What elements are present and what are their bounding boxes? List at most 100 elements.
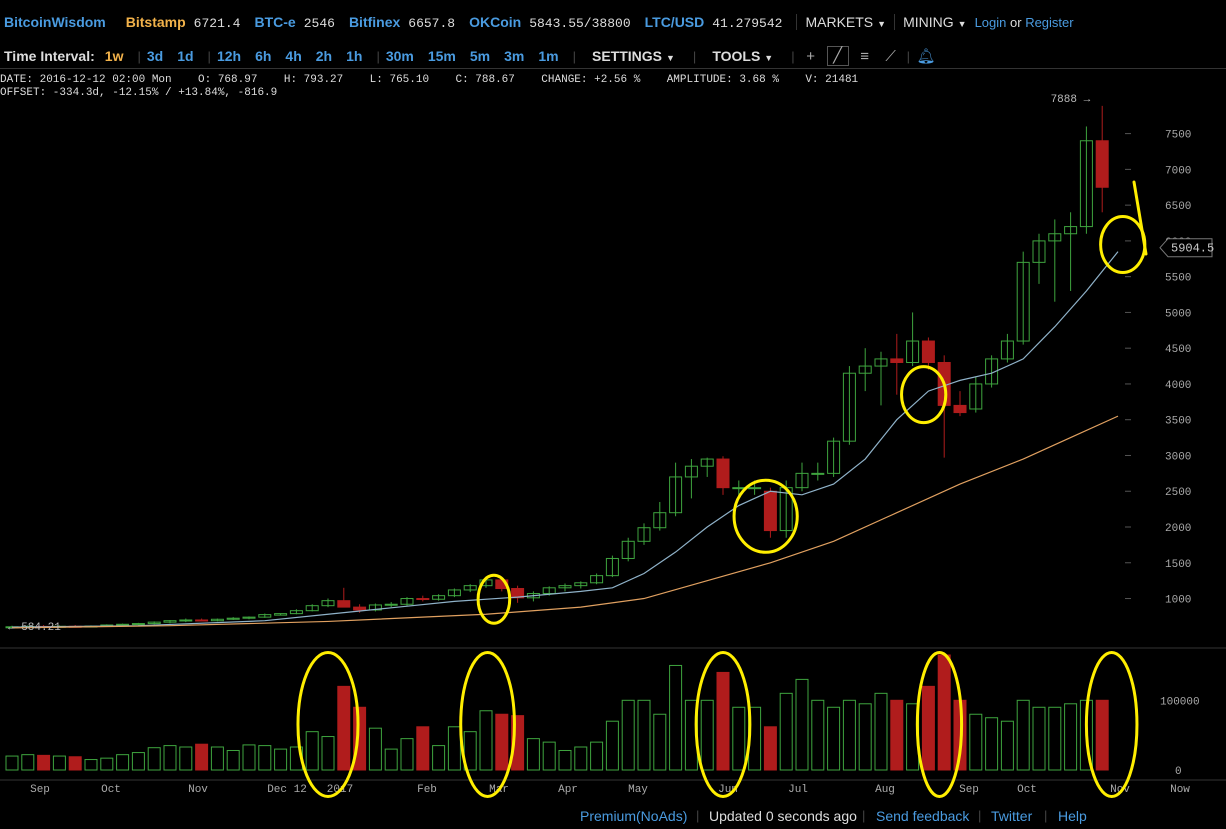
market-btce[interactable]: BTC-e 2546	[254, 14, 334, 31]
interval-1m[interactable]: 1m	[538, 48, 559, 64]
volume-bar	[384, 748, 398, 771]
interval-1w[interactable]: 1w	[104, 48, 124, 64]
crosshair-icon[interactable]: +	[806, 47, 815, 65]
interval-2h[interactable]: 2h	[315, 48, 333, 64]
candle-body	[653, 512, 667, 529]
premium-link[interactable]: Premium(NoAds)	[580, 808, 688, 824]
candle-body	[1032, 240, 1046, 263]
volume-bar	[858, 703, 872, 771]
tools-menu[interactable]: TOOLS ▼	[712, 48, 773, 64]
bell-icon[interactable]: 🔔︎	[916, 48, 936, 65]
market-ltcusd[interactable]: LTC/USD 41.279542	[645, 14, 783, 31]
ma-slow-line	[11, 415, 1119, 629]
interval-6h[interactable]: 6h	[255, 48, 272, 64]
candle-body	[637, 527, 651, 542]
price-tick-label: 5500	[1165, 273, 1191, 285]
candle-body	[416, 598, 430, 601]
candle-body	[763, 490, 777, 532]
candle-body	[400, 598, 414, 605]
candle-body	[353, 606, 367, 611]
price-tick-label: 2000	[1165, 523, 1191, 535]
volume-bar	[637, 699, 651, 771]
candle-body	[605, 557, 619, 577]
candle-body	[590, 575, 604, 584]
settings-menu[interactable]: SETTINGS ▼	[592, 48, 675, 64]
interval-1h[interactable]: 1h	[346, 48, 363, 64]
candle-body	[463, 585, 477, 591]
interval-1d[interactable]: 1d	[177, 48, 194, 64]
price-tick-label: 3500	[1165, 416, 1191, 428]
footer: Premium(NoAds) | Updated 0 seconds ago |…	[0, 804, 1226, 829]
time-axis-label: Now	[1170, 784, 1190, 796]
market-name: Bitstamp	[125, 13, 186, 30]
market-bitstamp[interactable]: Bitstamp 6721.4	[126, 14, 241, 31]
candle-body	[511, 588, 525, 599]
interval-4h[interactable]: 4h	[285, 48, 302, 64]
volume-bar	[447, 726, 461, 771]
price-chart[interactable]: 1000 1500 2000 2500 3000 3500 4000 4500 5000 5500…	[0, 0, 1226, 800]
candle-body	[716, 458, 730, 489]
annotation-ellipse	[732, 478, 799, 554]
price-tick-label: 7500	[1165, 130, 1191, 142]
markets-menu[interactable]: MARKETS ▼	[796, 14, 894, 30]
volume-bar	[842, 699, 856, 771]
register-link[interactable]: Register	[1025, 14, 1074, 30]
candle-body	[337, 600, 351, 608]
interval-15m[interactable]: 15m	[427, 48, 456, 64]
interval-3m[interactable]: 3m	[504, 48, 525, 64]
line-tool-icon[interactable]: ╱	[826, 46, 849, 66]
mining-menu[interactable]: MINING ▼	[894, 14, 974, 30]
market-bitfinex[interactable]: Bitfinex 6657.8	[349, 14, 455, 31]
candle-body	[447, 589, 461, 597]
volume-bar	[1032, 706, 1046, 771]
brand-logo[interactable]: BitcoinWisdom	[4, 14, 106, 30]
volume-bar	[242, 744, 256, 771]
volume-bar	[226, 749, 240, 771]
candle-body	[558, 585, 572, 589]
send-feedback-link[interactable]: Send feedback	[876, 808, 970, 824]
time-interval-label: Time Interval:	[4, 48, 95, 64]
candle-body	[163, 620, 177, 623]
interval-30m[interactable]: 30m	[385, 48, 414, 64]
twitter-link[interactable]: Twitter	[991, 808, 1033, 824]
candle-body	[258, 614, 272, 618]
login-link[interactable]: Login	[974, 14, 1007, 30]
annotation-ellipse	[915, 651, 964, 798]
time-axis-label: Aug	[875, 784, 895, 796]
candle-body	[384, 603, 398, 606]
candle-body	[700, 458, 714, 467]
volume-bar	[811, 699, 825, 771]
divider: |	[207, 48, 211, 64]
candle-info-panel: DATE: 2016-12-12 02:00 Mon O: 768.97 H: …	[0, 74, 858, 100]
market-price: 2546	[303, 15, 335, 31]
volume-bar	[37, 754, 51, 771]
candle-body	[179, 619, 193, 622]
price-tick-label: 6500	[1165, 201, 1191, 213]
candle-body	[684, 465, 698, 478]
volume-bar	[574, 746, 588, 771]
volume-bar	[21, 754, 35, 771]
candle-body	[906, 340, 920, 363]
parallel-lines-icon[interactable]: ≡	[860, 47, 869, 65]
help-link[interactable]: Help	[1058, 808, 1087, 824]
candle-body	[542, 587, 556, 595]
fib-fan-icon[interactable]: ⟋	[885, 47, 896, 65]
interval-12h[interactable]: 12h	[216, 48, 242, 64]
ma-fast-line	[11, 251, 1119, 628]
market-okcoin[interactable]: OKCoin 5843.55/38800	[469, 14, 631, 31]
volume-bar	[985, 717, 999, 771]
annotation-ellipse	[476, 573, 512, 625]
volume-bar	[100, 757, 114, 771]
volume-bar	[321, 736, 335, 771]
auth-links: Login or Register	[975, 15, 1074, 30]
candle-body	[811, 472, 825, 475]
high-price-marker: 7888 →	[1051, 94, 1091, 106]
divider: |	[862, 808, 866, 823]
interval-5m[interactable]: 5m	[469, 48, 491, 64]
candle-body	[210, 618, 224, 622]
candle-body	[242, 616, 256, 619]
volume-bar	[116, 754, 130, 771]
candle-body	[874, 358, 888, 367]
interval-3d[interactable]: 3d	[146, 48, 164, 64]
candle-body	[274, 613, 288, 616]
